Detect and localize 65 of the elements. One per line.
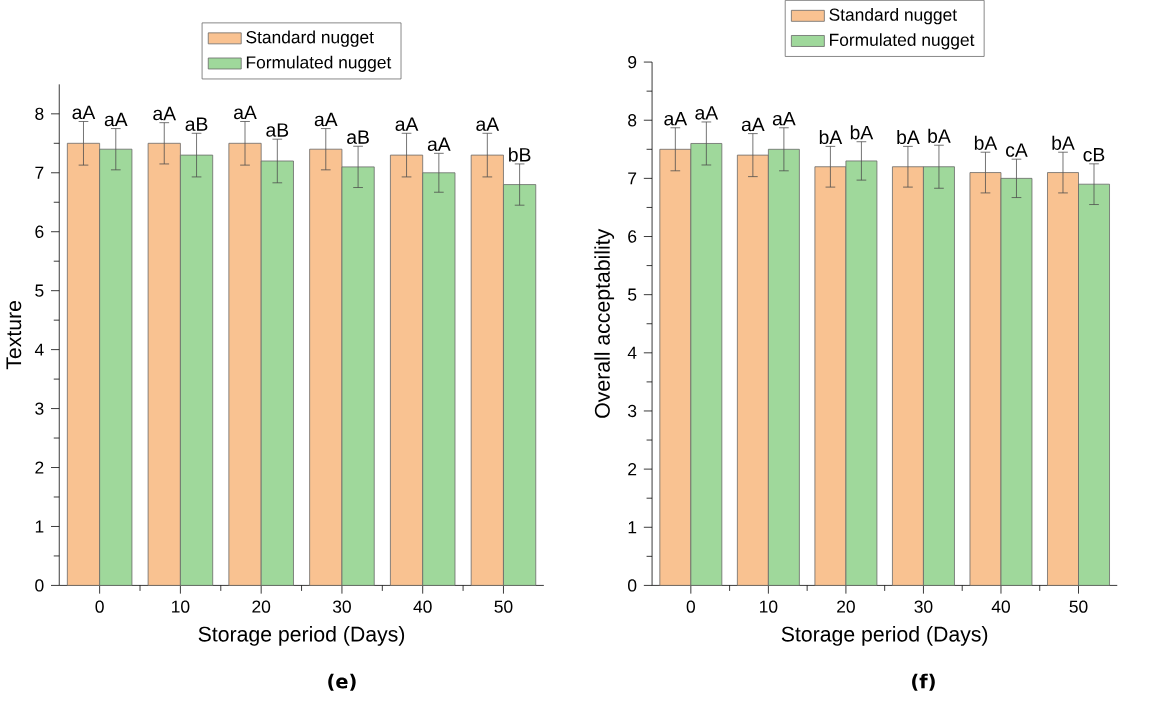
annotation: aB — [185, 117, 208, 132]
y-tick-label: 8 — [35, 107, 44, 121]
annotation: aA — [72, 105, 96, 120]
annotation: bA — [897, 130, 920, 145]
x-tick-label: 30 — [332, 600, 351, 613]
annotation: bA — [1052, 135, 1075, 150]
x-tick-label: 0 — [686, 600, 695, 613]
legend-label: Formulated nugget — [830, 33, 975, 50]
annotation: bB — [509, 147, 531, 162]
annotation: aA — [427, 137, 451, 152]
x-tick-label: 20 — [837, 600, 855, 613]
x-tick-label: 40 — [413, 600, 432, 613]
x-tick-label: 10 — [172, 600, 190, 613]
annotation: aA — [395, 117, 419, 132]
text: (f) — [912, 673, 935, 691]
annotation: aB — [266, 123, 289, 137]
annotation: bA — [928, 128, 951, 144]
x-tick-label: 30 — [914, 600, 933, 613]
y-tick-label: 3 — [628, 404, 637, 418]
annotation: aA — [476, 117, 500, 132]
annotation: aA — [234, 105, 257, 120]
text: (e) — [328, 673, 356, 691]
x-tick-label: 10 — [760, 600, 778, 613]
y-tick-label: 2 — [35, 461, 44, 474]
y-tick-label: 8 — [628, 114, 637, 127]
annotation: cB — [1083, 148, 1105, 162]
y-tick-label: 2 — [628, 463, 637, 476]
y-tick-label: 1 — [628, 521, 637, 534]
y-tick-label: 3 — [35, 402, 44, 415]
annotation: aA — [664, 112, 688, 126]
annotation: aA — [153, 107, 177, 121]
annotation: bA — [850, 125, 874, 140]
x-axis-title: Storage period (Days) — [198, 626, 405, 646]
annotation: aA — [741, 117, 765, 132]
annotation: aA — [772, 112, 796, 126]
y-tick-label: 1 — [35, 520, 44, 533]
annotation: aA — [695, 106, 719, 120]
y-tick-label: 7 — [628, 172, 637, 185]
annotation: aA — [104, 112, 128, 127]
y-tick-label: 6 — [35, 225, 44, 239]
y-tick-label: 7 — [35, 166, 44, 179]
x-tick-label: 50 — [494, 600, 513, 613]
y-tick-label: 9 — [628, 56, 637, 69]
legend-label: Standard nugget — [829, 8, 957, 25]
y-tick-label: 5 — [35, 284, 44, 297]
x-tick-label: 0 — [95, 600, 104, 613]
annotation: bA — [974, 135, 998, 150]
y-tick-label: 4 — [34, 343, 44, 356]
y-tick-label: 6 — [628, 230, 637, 243]
y-tick-label: 0 — [628, 579, 637, 592]
y-tick-label: 0 — [35, 579, 44, 592]
legend-label: Formulated nugget — [246, 55, 392, 73]
x-tick-label: 20 — [252, 600, 271, 613]
x-tick-label: 50 — [1069, 600, 1088, 613]
annotation: aB — [347, 130, 369, 145]
y-axis-title: Overall acceptability — [594, 228, 615, 418]
y-tick-label: 4 — [627, 346, 637, 359]
legend-label: Standard nugget — [246, 30, 374, 47]
x-axis-title: Storage period (Days) — [781, 626, 988, 646]
y-axis-title: Texture — [6, 301, 22, 370]
y-tick-label: 5 — [628, 288, 637, 301]
annotation: bA — [819, 130, 843, 145]
x-tick-label: 40 — [991, 600, 1010, 613]
annotation: aA — [314, 112, 338, 127]
annotation: cA — [1006, 143, 1028, 157]
